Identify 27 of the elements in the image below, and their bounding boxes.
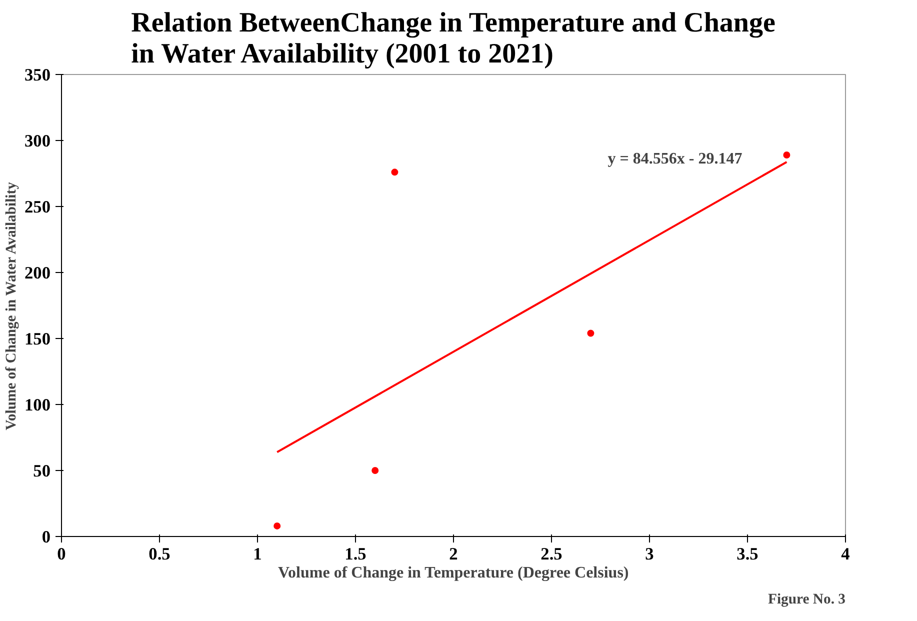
point — [391, 168, 398, 176]
x-axis-title: Volume of Change in Temperature (Degree Celsius) — [278, 564, 629, 582]
y-tick-label: 0 — [42, 528, 51, 546]
x-tick-label: 0.5 — [148, 544, 171, 564]
y-tick-label: 100 — [24, 396, 51, 414]
annotation: y = 84.556x - 29.147 — [608, 150, 742, 168]
x-tick-label: 1 — [253, 544, 262, 564]
x-tick-label: 1.5 — [344, 544, 367, 564]
y-tick-label: 200 — [24, 264, 51, 282]
chart-title: Relation BetweenChange in Temperature and Change in Water Availability (2001 to 2021) — [131, 8, 776, 70]
y-tick-label: 300 — [24, 132, 51, 150]
x-tick-label: 3.5 — [736, 544, 759, 564]
text: Figure No. 3 — [768, 592, 846, 608]
x-tick-label: 0 — [57, 544, 66, 564]
x-tick-label: 4 — [841, 544, 850, 564]
point — [587, 330, 594, 337]
x-tick-label: 2 — [449, 544, 458, 564]
point — [274, 522, 281, 530]
y-tick-label: 250 — [24, 198, 51, 216]
y-tick-label: 50 — [33, 462, 50, 480]
point — [372, 467, 379, 474]
y-axis-title: Volume of Change in Water Availability — [4, 181, 20, 430]
x-tick-label: 3 — [645, 544, 654, 564]
y-tick-label: 350 — [24, 66, 51, 84]
y-tick-label: 150 — [24, 330, 51, 348]
x-tick-label: 2.5 — [540, 544, 563, 564]
point — [783, 152, 790, 159]
